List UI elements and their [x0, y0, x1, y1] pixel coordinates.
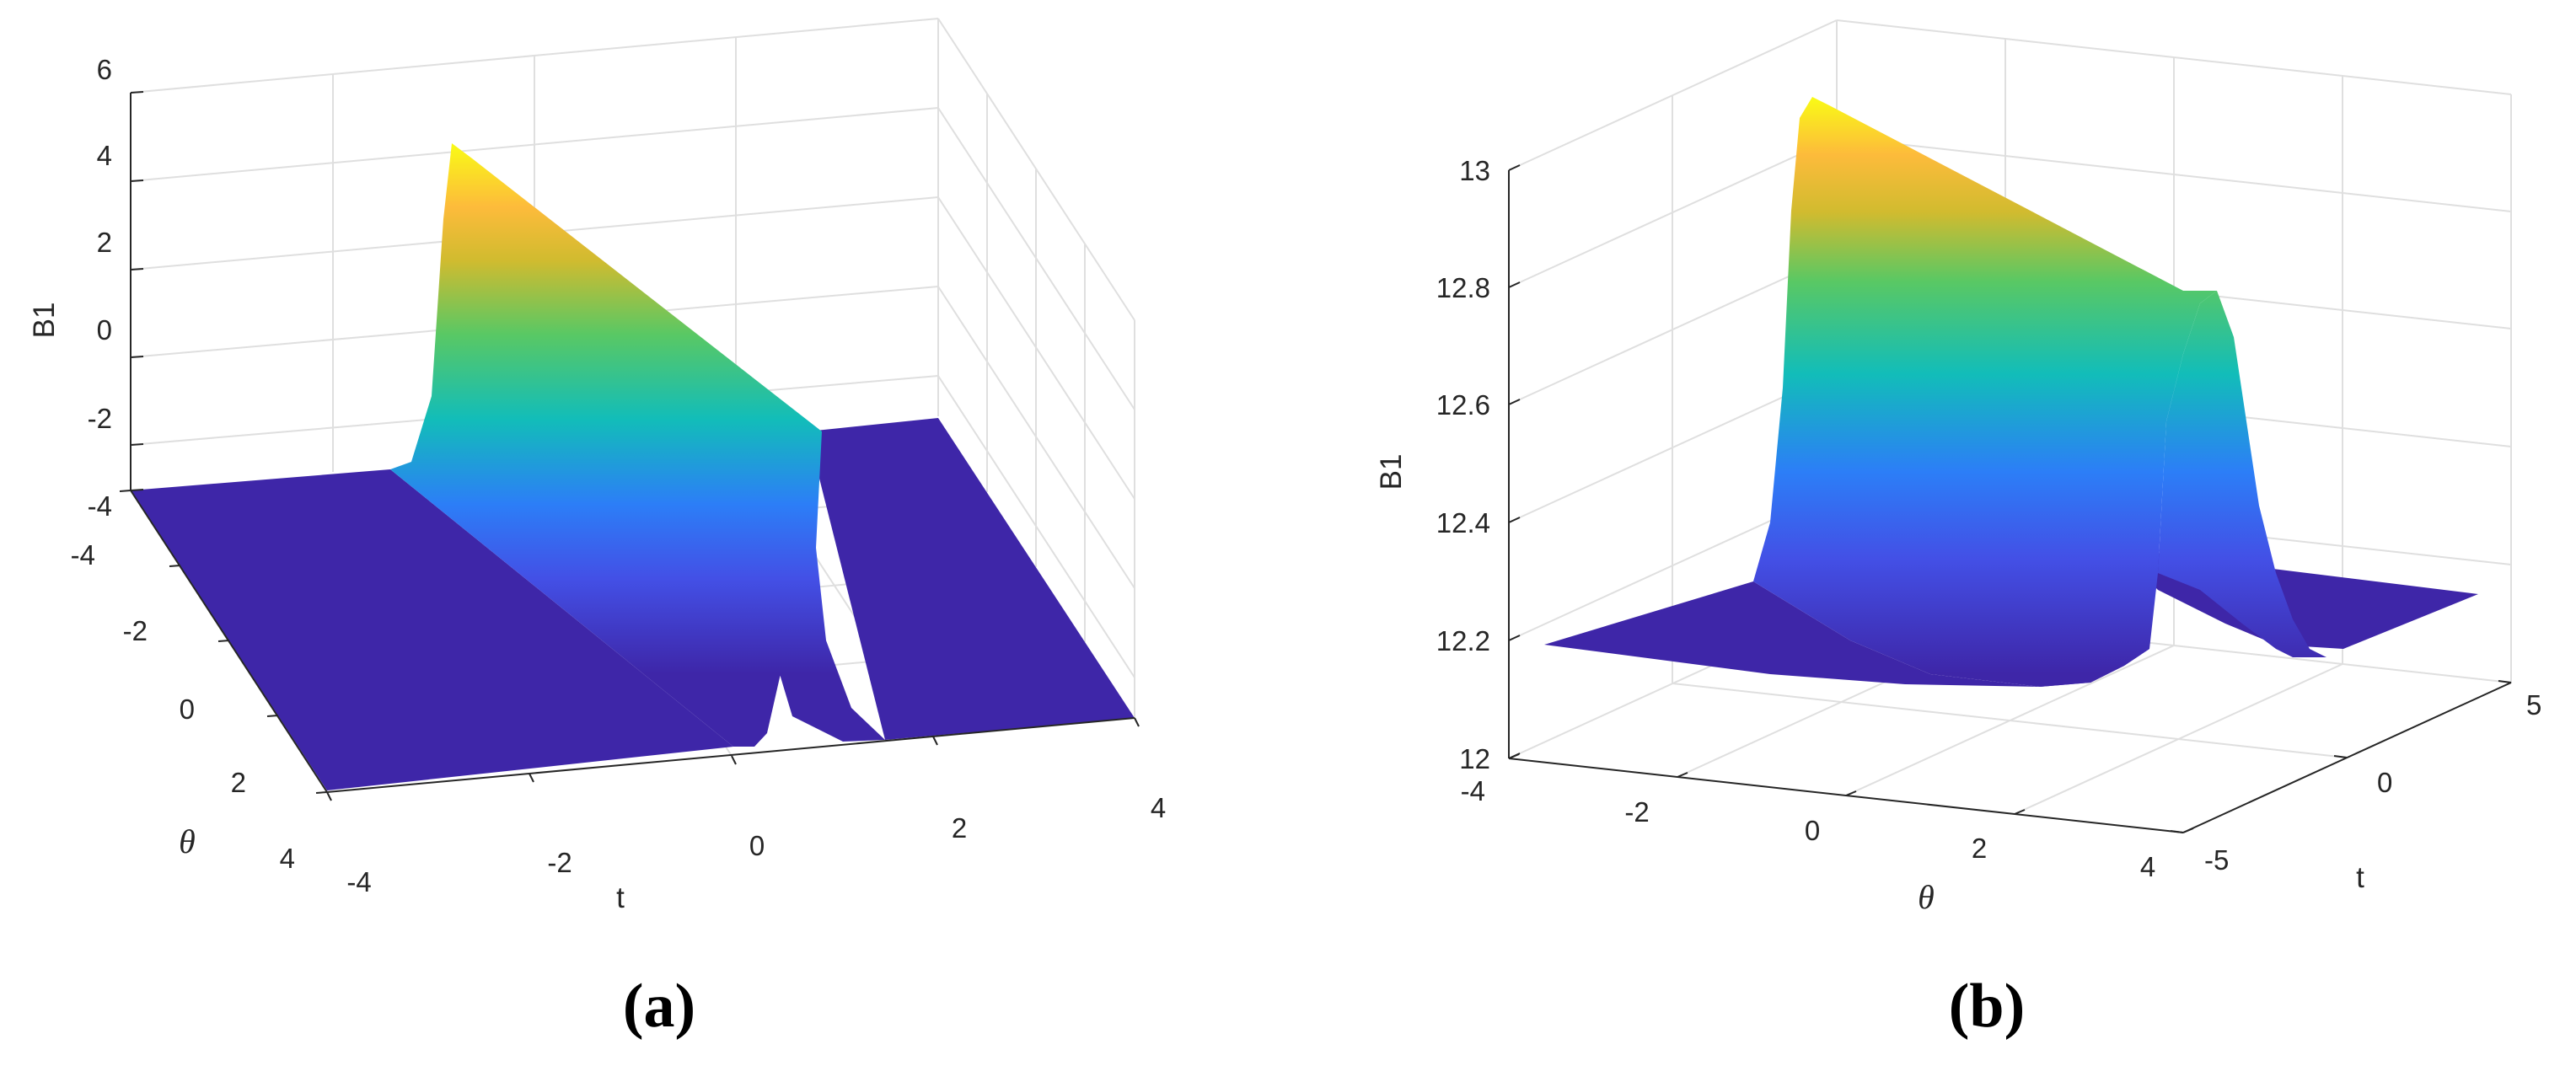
panel-b-surface — [1544, 97, 2478, 687]
panel-a-z-tick: 0 — [97, 314, 112, 346]
panel-b-x-tick: -4 — [1461, 775, 1485, 806]
panel-a-y-tick: 2 — [231, 767, 246, 798]
panel-b-y-tick-labels: -5 0 5 — [2204, 689, 2541, 876]
panel-a-z-tick: -4 — [88, 490, 112, 522]
panel-a-z-tick: 4 — [97, 140, 112, 171]
panel-a-y-tick: 0 — [180, 694, 195, 725]
panel-b-z-tick-labels: 12 12.2 12.4 12.6 12.8 13 — [1436, 155, 1490, 774]
panel-a-caption: (a) — [623, 972, 695, 1041]
panel-a-x-tick: -4 — [346, 866, 371, 897]
panel-a-y-tick-labels: -4 -2 0 2 4 — [71, 539, 295, 874]
panel-b-z-tick: 12.4 — [1436, 507, 1490, 538]
panel-a-surface — [131, 143, 1135, 790]
panel-b-y-tick: 0 — [2377, 767, 2392, 798]
panel-b-x-axis-label: θ — [1918, 878, 1935, 916]
panel-a-floor-left — [131, 469, 733, 790]
panel-b-z-tick: 12 — [1459, 743, 1490, 774]
panel-a-x-tick: -2 — [547, 847, 572, 878]
panel-b-x-tick-labels: -4 -2 0 2 4 — [1461, 775, 2156, 882]
panel-a-x-axis-label: t — [616, 881, 625, 914]
panel-b-x-tick: 4 — [2140, 851, 2155, 882]
panel-b-z-tick: 12.2 — [1436, 625, 1490, 656]
panel-a-x-tick: 2 — [952, 812, 967, 844]
panel-b-ridge-back — [2158, 291, 2326, 657]
panel-a-z-tick-labels: -4 -2 0 2 4 6 — [88, 54, 112, 522]
panel-b-gridlines — [1508, 19, 2512, 833]
panel-b-z-tick: 12.6 — [1436, 389, 1490, 421]
panel-b-z-tick: 12.8 — [1436, 272, 1490, 303]
panel-a-y-axis-label: θ — [179, 822, 196, 860]
panel-a-z-axis-label: B1 — [28, 303, 61, 339]
panel-a-z-tick: 6 — [97, 54, 112, 85]
panel-a-ridge-back — [780, 431, 885, 742]
panel-a-floor-right — [808, 418, 1135, 740]
panel-b-caption: (b) — [1949, 972, 2025, 1041]
panel-b-y-tick: -5 — [2204, 844, 2229, 876]
panel-b-y-axis-label: t — [2356, 861, 2364, 894]
panel-b-x-tick: 2 — [1972, 833, 1987, 864]
panel-a-x-tick: 0 — [749, 830, 765, 861]
panel-a-x-tick-labels: -4 -2 0 2 4 — [346, 792, 1166, 897]
panel-b-ridge-front — [1753, 97, 2217, 687]
panel-b-z-axis-label: B1 — [1375, 454, 1408, 490]
panel-a-x-tick: 4 — [1151, 792, 1166, 823]
panel-b-y-tick: 5 — [2526, 689, 2541, 720]
panel-b-z-tick: 13 — [1459, 155, 1490, 186]
panel-a-ridge-front — [390, 143, 822, 747]
panel-b-surface-plot: 12 12.2 12.4 12.6 12.8 13 -4 -2 0 2 4 -5… — [1375, 19, 2541, 1041]
panel-a-axes — [119, 91, 1140, 801]
panel-b-x-tick: 0 — [1805, 815, 1820, 846]
panel-a-y-tick: -4 — [71, 539, 95, 570]
panel-a-y-tick: -2 — [123, 615, 148, 646]
panel-a-surface-plot: -4 -2 0 2 4 6 -4 -2 0 2 4 -4 -2 0 2 4 B1… — [28, 18, 1166, 1041]
panel-b-axes — [1508, 164, 2512, 833]
panel-a-y-tick: 4 — [280, 843, 295, 874]
panel-b-x-tick: -2 — [1624, 796, 1649, 828]
panel-a-z-tick: 2 — [97, 227, 112, 258]
panel-a-z-tick: -2 — [88, 403, 112, 434]
panel-b-floor-front — [1544, 581, 2149, 687]
